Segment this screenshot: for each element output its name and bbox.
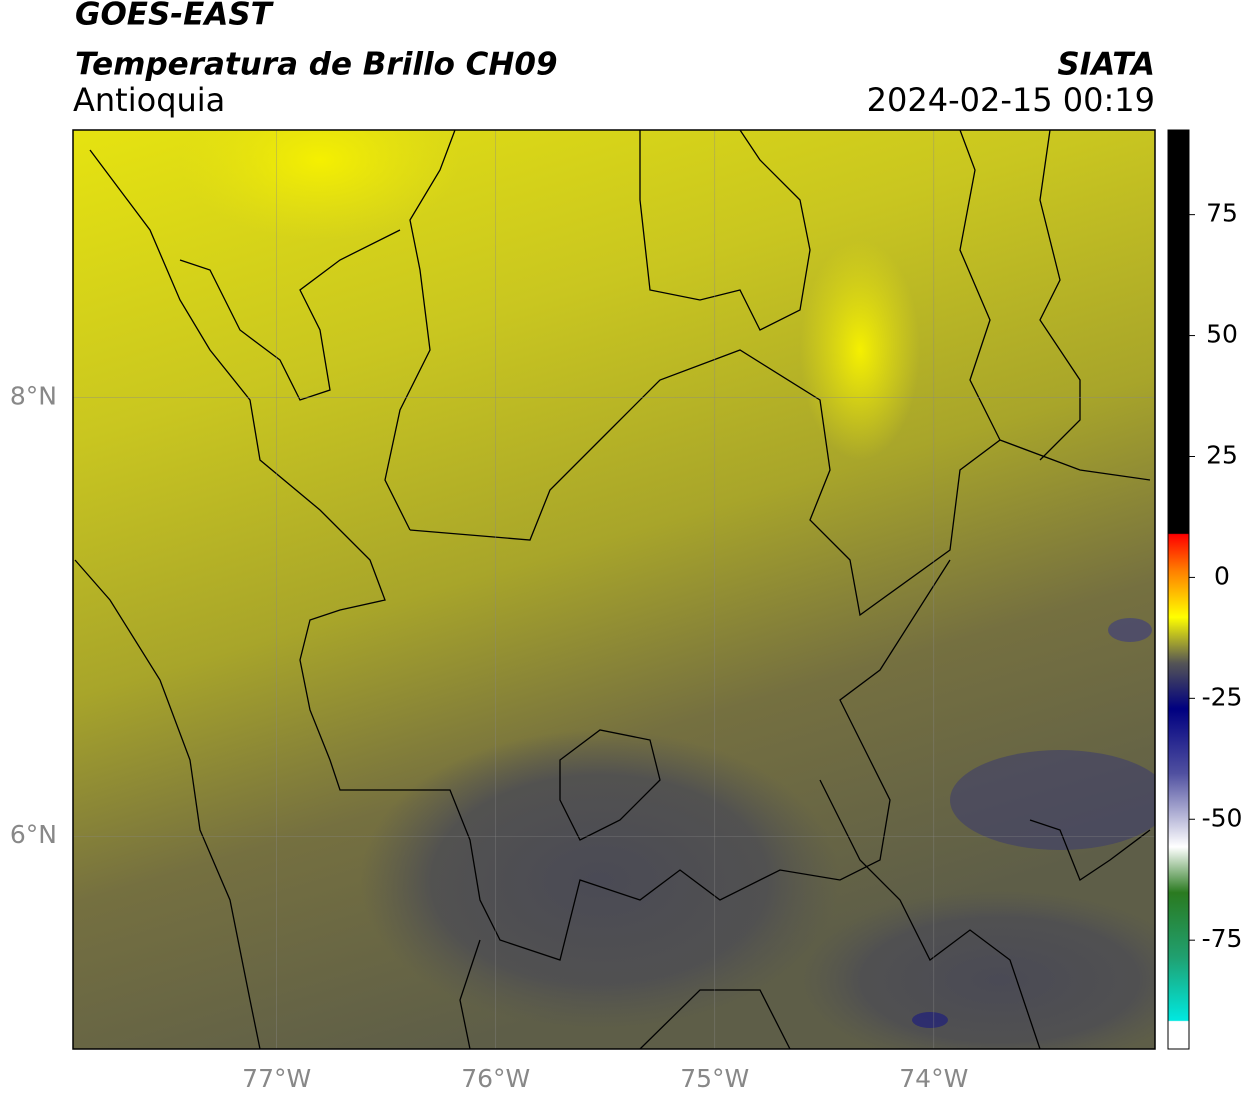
- colorbar-tick-label: -50: [1202, 803, 1243, 832]
- colorbar-tick-label: 0: [1214, 561, 1230, 590]
- map-field: [73, 130, 1155, 1049]
- colorbar-tick-label: -75: [1202, 924, 1243, 953]
- subtitle: Temperatura de Brillo CH09: [75, 47, 558, 83]
- region: Antioquia: [73, 81, 225, 119]
- graticule: [73, 130, 1155, 1049]
- lon-tick-label: 77°W: [242, 1064, 311, 1093]
- lat-tick-label: 6°N: [10, 820, 57, 849]
- colorbar-tick-label: -25: [1202, 682, 1243, 711]
- colorbar-tick-label: 50: [1206, 320, 1238, 349]
- colorbar-tick-label: 75: [1206, 199, 1238, 228]
- lon-tick-label: 75°W: [680, 1064, 749, 1093]
- lat-tick-label: 8°N: [10, 382, 57, 411]
- datetime: 2024-02-15 00:19: [867, 81, 1155, 119]
- colorbar-tick-label: 25: [1206, 440, 1238, 469]
- map-frame: [72, 129, 1156, 1050]
- title: GOES-EAST: [75, 0, 275, 33]
- lon-tick-label: 76°W: [461, 1064, 530, 1093]
- colorbar: [1167, 129, 1190, 1050]
- source: SIATA: [1057, 47, 1155, 83]
- lon-tick-label: 74°W: [899, 1064, 968, 1093]
